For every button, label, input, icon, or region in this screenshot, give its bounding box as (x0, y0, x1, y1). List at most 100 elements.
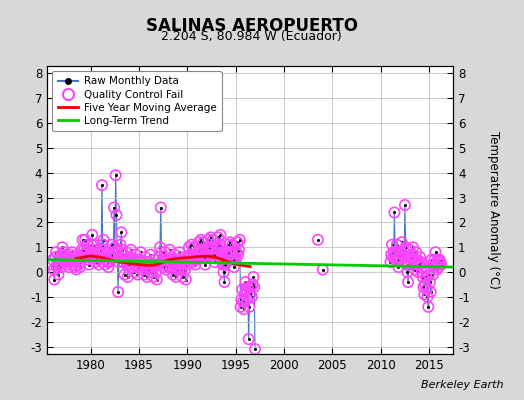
Point (66, 259, 74, 265)
Point (435, 256, 444, 263)
Point (136, 256, 144, 263)
Point (387, 252, 396, 258)
Point (431, 256, 439, 263)
Point (189, 252, 197, 258)
Text: Berkeley Earth: Berkeley Earth (421, 380, 503, 390)
Point (173, 256, 181, 263)
Point (88, 242, 96, 248)
Point (219, 262, 227, 268)
Point (407, 259, 416, 265)
Point (215, 242, 224, 248)
Point (67, 252, 75, 258)
Point (209, 236, 217, 243)
Point (59, 256, 68, 263)
Point (98, 182, 106, 188)
Point (93, 246, 101, 253)
Point (184, 254, 192, 260)
Point (60, 249, 68, 256)
Point (211, 259, 219, 265)
Point (414, 259, 423, 265)
Point (414, 259, 423, 265)
Point (111, 244, 119, 250)
Point (106, 252, 115, 258)
Point (234, 252, 242, 258)
Point (133, 271, 141, 278)
Point (84, 256, 92, 263)
Point (399, 246, 408, 253)
Point (191, 262, 200, 268)
Point (141, 254, 150, 260)
Point (386, 259, 395, 265)
Point (172, 274, 180, 280)
Point (52, 249, 60, 256)
Point (67, 256, 75, 263)
Point (101, 262, 110, 268)
Point (139, 259, 147, 265)
Point (418, 269, 426, 275)
Point (178, 274, 187, 280)
Point (109, 249, 117, 256)
Point (314, 236, 322, 243)
Point (112, 212, 121, 218)
Point (130, 269, 138, 275)
Point (206, 244, 214, 250)
Point (187, 252, 195, 258)
Point (424, 304, 432, 310)
Point (417, 259, 425, 265)
Point (168, 254, 176, 260)
Point (104, 264, 113, 270)
Point (201, 262, 209, 268)
Point (434, 264, 443, 270)
Point (233, 239, 242, 246)
Point (245, 304, 254, 310)
Point (73, 259, 81, 265)
Point (202, 254, 211, 260)
Point (407, 259, 416, 265)
Point (151, 256, 159, 263)
Point (102, 256, 110, 263)
Point (231, 254, 239, 260)
Point (391, 256, 399, 263)
Point (404, 279, 412, 285)
Point (92, 254, 101, 260)
Point (434, 256, 442, 263)
Point (136, 256, 144, 263)
Point (225, 249, 234, 256)
Point (105, 254, 113, 260)
Point (392, 242, 401, 248)
Point (119, 259, 128, 265)
Point (176, 262, 184, 268)
Point (161, 249, 169, 256)
Point (166, 259, 174, 265)
Point (437, 262, 445, 268)
Point (429, 271, 438, 278)
Point (238, 286, 246, 293)
Point (173, 266, 182, 273)
Point (171, 264, 179, 270)
Point (394, 256, 402, 263)
Point (150, 264, 159, 270)
Point (167, 264, 176, 270)
Point (319, 266, 327, 273)
Point (81, 236, 89, 243)
Point (95, 249, 104, 256)
Point (82, 254, 90, 260)
Point (432, 262, 441, 268)
Point (239, 306, 248, 312)
Point (154, 262, 162, 268)
Point (72, 266, 80, 273)
Point (65, 264, 73, 270)
Point (238, 286, 246, 293)
Point (249, 274, 258, 280)
Point (400, 254, 408, 260)
Point (237, 296, 246, 302)
Point (194, 249, 202, 256)
Point (114, 289, 122, 295)
Point (52, 249, 60, 256)
Point (251, 346, 259, 352)
Point (386, 259, 395, 265)
Point (181, 266, 189, 273)
Point (390, 209, 399, 216)
Point (100, 254, 108, 260)
Point (123, 262, 131, 268)
